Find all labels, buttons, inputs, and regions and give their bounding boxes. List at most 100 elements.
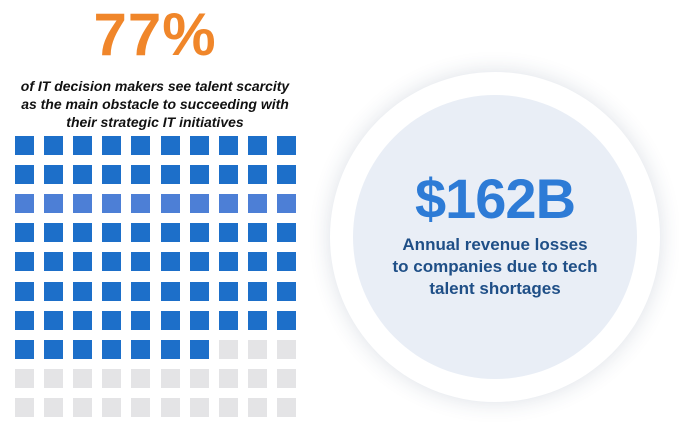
waffle-cell-filled xyxy=(102,252,122,272)
waffle-cell-empty xyxy=(73,397,93,417)
waffle-cell-filled xyxy=(73,310,93,330)
waffle-cell-empty xyxy=(218,397,238,417)
revenue-circle-inner: $162B Annual revenue losses to companies… xyxy=(353,95,637,379)
waffle-cell-filled xyxy=(73,136,93,155)
waffle-cell-filled xyxy=(189,339,209,359)
waffle-cell-filled xyxy=(247,165,267,185)
waffle-cell-filled xyxy=(44,165,64,185)
waffle-cell-empty xyxy=(102,368,122,388)
waffle-cell-filled xyxy=(189,194,209,214)
waffle-cell-filled xyxy=(218,223,238,243)
waffle-cell-filled xyxy=(131,310,151,330)
waffle-cell-empty xyxy=(131,368,151,388)
waffle-cell-filled xyxy=(102,310,122,330)
waffle-cell-filled xyxy=(247,252,267,272)
waffle-cell-filled xyxy=(189,136,209,155)
waffle-cell-empty xyxy=(218,339,238,359)
revenue-loss-circle: $162B Annual revenue losses to companies… xyxy=(330,72,660,402)
waffle-cell-filled xyxy=(102,165,122,185)
revenue-description-line: Annual revenue losses xyxy=(402,235,588,254)
waffle-cell-filled xyxy=(44,136,64,155)
waffle-cell-filled xyxy=(44,281,64,301)
waffle-cell-filled xyxy=(189,223,209,243)
talent-scarcity-panel: 77% of IT decision makers see talent sca… xyxy=(0,0,310,435)
waffle-cell-empty xyxy=(276,339,296,359)
waffle-cell-filled xyxy=(102,194,122,214)
waffle-cell-filled xyxy=(15,310,34,330)
waffle-cell-filled xyxy=(189,165,209,185)
waffle-cell-filled xyxy=(131,252,151,272)
waffle-cell-empty xyxy=(218,368,238,388)
waffle-cell-empty xyxy=(189,368,209,388)
waffle-cell-filled xyxy=(247,194,267,214)
waffle-cell-filled xyxy=(73,252,93,272)
waffle-cell-filled xyxy=(102,339,122,359)
waffle-cell-filled xyxy=(218,165,238,185)
waffle-cell-empty xyxy=(15,397,34,417)
waffle-cell-empty xyxy=(44,397,64,417)
waffle-cell-filled xyxy=(160,223,180,243)
stat-caption: of IT decision makers see talent scarcit… xyxy=(0,77,310,131)
waffle-cell-filled xyxy=(160,252,180,272)
waffle-cell-filled xyxy=(131,136,151,155)
waffle-cell-filled xyxy=(160,310,180,330)
stat-caption-line: their strategic IT initiatives xyxy=(66,114,244,130)
waffle-cell-filled xyxy=(15,165,34,185)
waffle-cell-filled xyxy=(276,252,296,272)
waffle-cell-filled xyxy=(276,281,296,301)
waffle-cell-empty xyxy=(102,397,122,417)
waffle-cell-filled xyxy=(247,310,267,330)
waffle-cell-filled xyxy=(218,310,238,330)
waffle-cell-filled xyxy=(247,223,267,243)
revenue-description: Annual revenue losses to companies due t… xyxy=(353,234,637,300)
waffle-cell-filled xyxy=(102,136,122,155)
waffle-cell-empty xyxy=(44,368,64,388)
waffle-cell-filled xyxy=(276,194,296,214)
waffle-cell-filled xyxy=(189,281,209,301)
waffle-cell-filled xyxy=(102,223,122,243)
waffle-cell-filled xyxy=(15,281,34,301)
waffle-cell-empty xyxy=(73,368,93,388)
waffle-cell-empty xyxy=(131,397,151,417)
waffle-cell-filled xyxy=(15,194,34,214)
waffle-cell-filled xyxy=(44,339,64,359)
waffle-cell-filled xyxy=(160,194,180,214)
stat-percent: 77% xyxy=(93,1,217,68)
waffle-cell-empty xyxy=(276,368,296,388)
waffle-cell-filled xyxy=(73,194,93,214)
waffle-cell-filled xyxy=(44,310,64,330)
waffle-cell-filled xyxy=(73,165,93,185)
waffle-cell-filled xyxy=(160,165,180,185)
waffle-cell-filled xyxy=(218,281,238,301)
waffle-cell-filled xyxy=(276,165,296,185)
waffle-cell-filled xyxy=(160,339,180,359)
waffle-cell-filled xyxy=(276,223,296,243)
waffle-cell-filled xyxy=(102,281,122,301)
waffle-cell-filled xyxy=(15,252,34,272)
waffle-cell-filled xyxy=(218,194,238,214)
revenue-description-line: talent shortages xyxy=(429,279,561,298)
waffle-cell-filled xyxy=(44,252,64,272)
waffle-cell-filled xyxy=(131,339,151,359)
waffle-cell-empty xyxy=(247,368,267,388)
waffle-cell-empty xyxy=(160,397,180,417)
waffle-cell-filled xyxy=(160,281,180,301)
waffle-cell-filled xyxy=(131,223,151,243)
waffle-cell-filled xyxy=(218,252,238,272)
waffle-chart xyxy=(15,136,296,417)
waffle-cell-filled xyxy=(218,136,238,155)
waffle-cell-empty xyxy=(15,368,34,388)
waffle-cell-filled xyxy=(44,223,64,243)
waffle-cell-empty xyxy=(189,397,209,417)
waffle-cell-filled xyxy=(131,281,151,301)
waffle-cell-filled xyxy=(247,136,267,155)
waffle-cell-filled xyxy=(189,252,209,272)
waffle-cell-filled xyxy=(73,339,93,359)
stat-caption-line: of IT decision makers see talent scarcit… xyxy=(20,78,290,94)
waffle-cell-filled xyxy=(15,136,34,155)
waffle-cell-empty xyxy=(247,339,267,359)
revenue-amount: $162B xyxy=(414,167,576,230)
stat-caption-line: as the main obstacle to succeeding with xyxy=(21,96,289,112)
waffle-cell-empty xyxy=(160,368,180,388)
waffle-cell-filled xyxy=(189,310,209,330)
